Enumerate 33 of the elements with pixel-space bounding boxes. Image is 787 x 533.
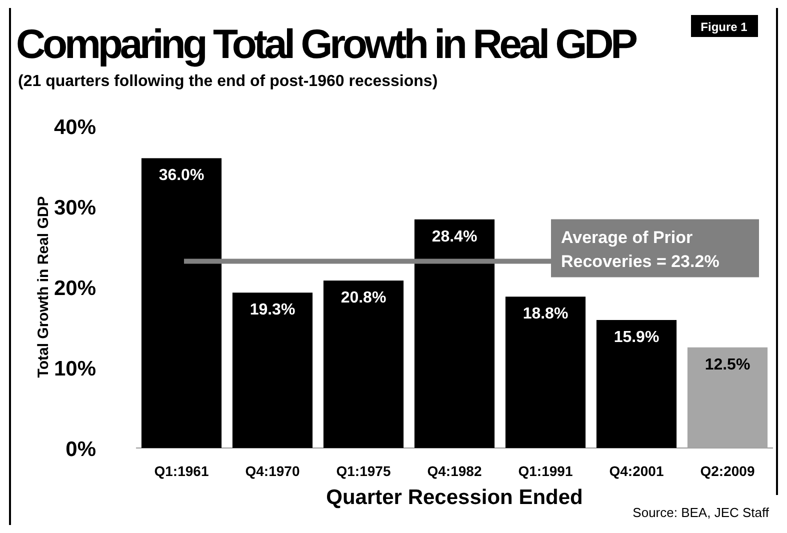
bar <box>505 296 586 448</box>
x-tick-label: Q2:2009 <box>700 463 755 479</box>
data-label: 12.5% <box>704 356 750 374</box>
y-tick-label: 10% <box>54 358 96 380</box>
data-label: 19.3% <box>250 302 296 319</box>
y-tick-label: 20% <box>54 277 96 300</box>
y-axis-title: Total Growth in Real GDP <box>35 196 52 378</box>
y-tick-label: 0% <box>66 438 96 461</box>
data-label: 15.9% <box>614 329 660 346</box>
x-axis-title: Quarter Recession Ended <box>326 486 583 509</box>
bar <box>414 219 495 448</box>
ref-line-label: Average of Prior Recoveries = 23.2% <box>561 228 720 272</box>
x-tick-label: Q4:2001 <box>609 463 664 479</box>
x-tick-label: Q4:1982 <box>427 463 482 479</box>
bar <box>687 347 768 448</box>
x-tick-label: Q1:1991 <box>518 463 573 479</box>
data-label: 20.8% <box>340 290 386 307</box>
x-tick-label: Q4:1970 <box>245 463 300 479</box>
y-tick-label: 40% <box>54 116 96 139</box>
data-label: 28.4% <box>432 228 478 246</box>
x-tick-label: Q1:1961 <box>154 463 209 479</box>
bar <box>232 292 313 448</box>
source-note: Source: BEA, JEC Staff <box>632 505 770 520</box>
bar <box>596 320 677 448</box>
bar <box>323 280 404 448</box>
bar <box>141 158 222 448</box>
x-tick-label: Q1:1975 <box>336 463 391 479</box>
chart-subtitle: (21 quarters following the end of post-1960 recessions) <box>18 73 438 90</box>
y-tick-label: 30% <box>54 196 96 220</box>
chart-title: Comparing Total Growth in Real GDP <box>16 21 638 67</box>
data-label: 36.0% <box>158 167 204 184</box>
data-label: 18.8% <box>522 306 568 323</box>
caption: Figure 1 <box>700 20 748 34</box>
